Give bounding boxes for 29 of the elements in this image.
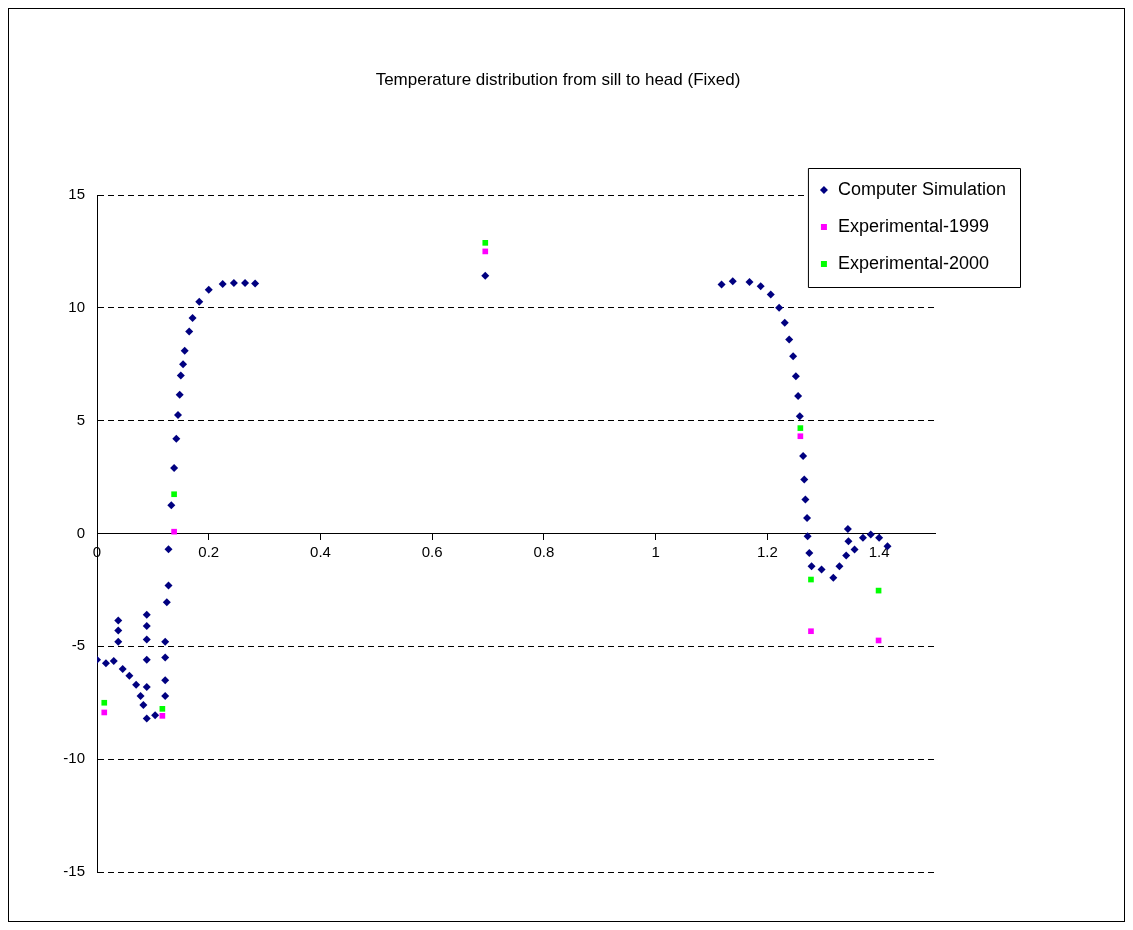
x-tick-label: 1.2 (756, 542, 778, 560)
legend-label: Computer Simulation (837, 178, 1006, 199)
y-tick-label: -10 (63, 749, 85, 767)
point (159, 713, 166, 719)
point (101, 699, 108, 706)
x-tick-label: 0.2 (198, 542, 220, 560)
point (808, 576, 814, 583)
legend-label: Experimental-1999 (837, 215, 990, 236)
y-tick-label: 15 (68, 185, 85, 203)
y-tick-label: 0 (76, 523, 85, 541)
point (159, 706, 166, 712)
legend-label: Experimental-2000 (837, 252, 990, 273)
point (171, 491, 177, 498)
point (482, 248, 489, 255)
x-tick-label: 0.8 (533, 542, 555, 560)
point (101, 709, 108, 716)
y-tick-label: 10 (68, 297, 85, 315)
chart-title: Temperature distribution from sill to head (Fixed) (375, 69, 741, 89)
x-tick-label: 0.6 (421, 542, 443, 560)
point (797, 433, 804, 440)
point (808, 628, 814, 635)
x-tick-label: 1 (651, 542, 660, 560)
point (171, 528, 177, 535)
point (797, 425, 804, 431)
y-tick-label: -5 (71, 636, 85, 654)
x-tick-label: 0.4 (310, 542, 331, 560)
y-tick-label: 5 (76, 410, 85, 428)
y-tick-label: -15 (63, 862, 85, 880)
point (482, 240, 489, 246)
